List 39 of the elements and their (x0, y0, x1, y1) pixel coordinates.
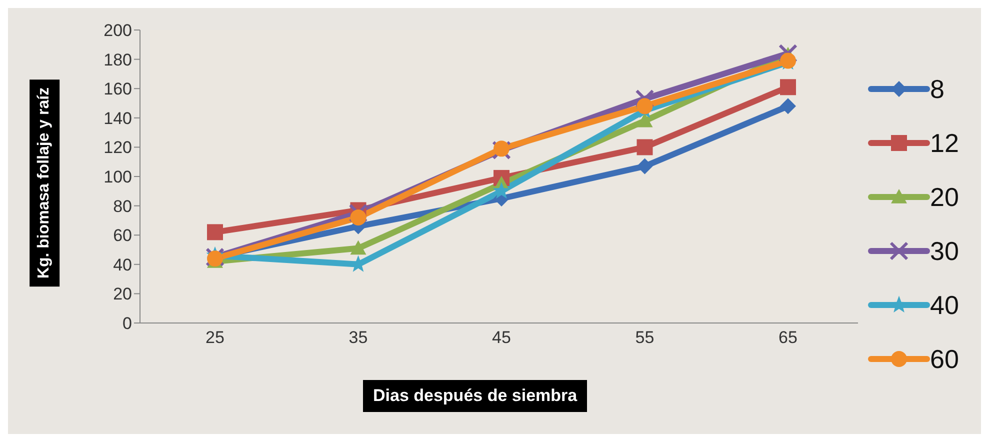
x-tick-label: 65 (778, 328, 798, 348)
point (636, 158, 653, 174)
y-tick-label: 120 (104, 138, 132, 158)
y-tick-label: 100 (104, 168, 132, 187)
x-tick-label: 45 (492, 328, 511, 348)
legend-label: 12 (930, 128, 959, 158)
x-tick-label: 25 (206, 328, 224, 348)
point (492, 182, 510, 199)
legend-label: 8 (930, 74, 944, 104)
point (635, 89, 654, 108)
y-tick-label: 20 (113, 284, 132, 304)
point (636, 112, 653, 128)
point (636, 98, 653, 114)
point (348, 204, 368, 223)
point (350, 210, 366, 226)
point (492, 140, 511, 160)
y-tick-label: 0 (122, 314, 132, 334)
legend-label: 40 (930, 290, 959, 320)
legend-label: 30 (930, 236, 959, 266)
point (778, 44, 798, 63)
y-tick-label: 180 (104, 50, 132, 70)
x-tick-label: 55 (635, 328, 654, 348)
point (350, 240, 366, 255)
legend-label: 20 (930, 182, 959, 212)
point (207, 224, 223, 240)
y-tick-label: 160 (104, 80, 132, 99)
y-axis-title: Kg. biomasa follaje y raíz (30, 79, 60, 287)
y-tick-label: 60 (113, 226, 132, 246)
y-tick-label: 40 (113, 255, 132, 274)
point (780, 98, 796, 114)
x-axis-title: Dias después de siembra (363, 380, 588, 412)
point (780, 79, 796, 96)
legend-label: 60 (930, 344, 959, 374)
y-tick-label: 200 (104, 21, 132, 40)
y-tick-label: 80 (113, 196, 132, 216)
y-tick-label: 140 (104, 108, 132, 128)
point (636, 139, 653, 156)
x-tick-label: 35 (348, 328, 368, 348)
point (494, 140, 510, 157)
